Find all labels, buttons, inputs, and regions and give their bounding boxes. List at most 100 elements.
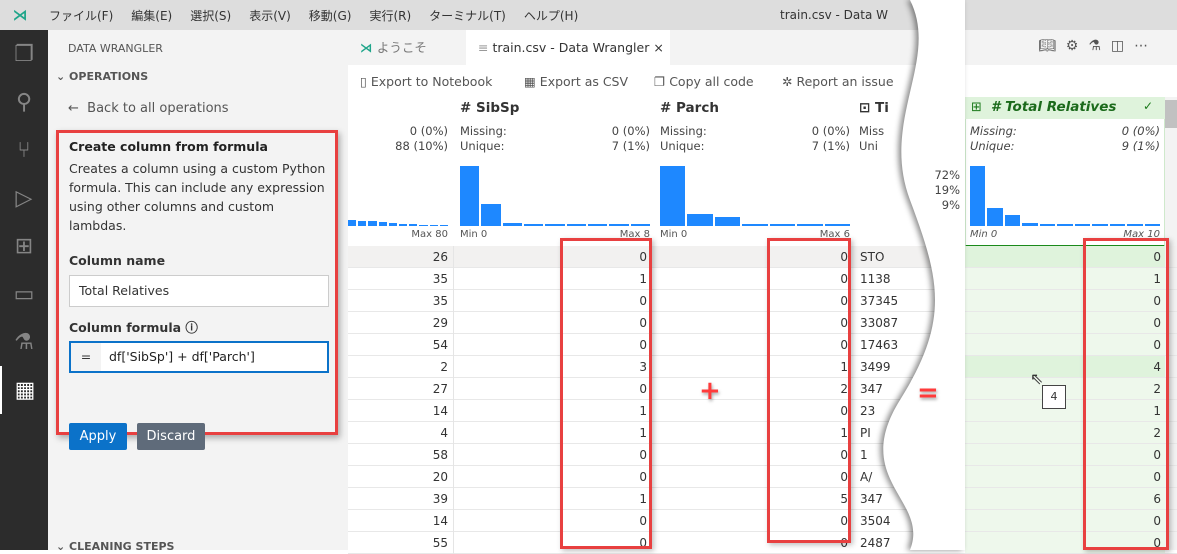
sibsp-cell[interactable]: 0 — [639, 382, 647, 396]
sibsp-hist-bar[interactable] — [609, 224, 629, 226]
sibsp-hist-bar[interactable] — [481, 204, 501, 226]
table-row[interactable]: 58 0 0 1 0 — [348, 444, 1177, 466]
age-hist-bar[interactable] — [388, 223, 398, 226]
ticket-cell[interactable]: 33087 — [860, 316, 899, 330]
parch-cell[interactable]: 0 — [840, 294, 848, 308]
gear-icon[interactable]: ⚙ — [1065, 38, 1089, 54]
data-wrangler-icon[interactable]: ▦ — [0, 366, 48, 414]
parch-cell[interactable]: 0 — [840, 338, 848, 352]
ticket-cell[interactable]: 3499 — [860, 360, 891, 374]
sibsp-cell[interactable]: 1 — [639, 272, 647, 286]
total-hist-bar[interactable] — [1057, 224, 1073, 226]
total-relatives-header[interactable]: ⊞ # Total Relatives ✓ — [965, 97, 1165, 119]
total-cell[interactable]: 6 — [1153, 492, 1161, 506]
column-name-input[interactable]: Total Relatives — [69, 275, 329, 307]
ticket-cell[interactable]: 1 — [860, 448, 868, 462]
help-icon[interactable]: ⓘ — [185, 320, 198, 335]
total-hist-bar[interactable] — [987, 208, 1003, 226]
total-cell[interactable]: 0 — [1153, 250, 1161, 264]
total-cell[interactable]: 4 — [1153, 360, 1161, 374]
age-cell[interactable]: 35 — [432, 294, 448, 308]
ticket-cell[interactable]: 1138 — [860, 272, 891, 286]
parch-header[interactable]: # Parch — [660, 100, 719, 116]
sibsp-hist-bar[interactable] — [566, 224, 586, 226]
flask-icon[interactable]: ⚗ — [1088, 38, 1111, 54]
sibsp-cell[interactable]: 0 — [639, 316, 647, 330]
parch-cell[interactable]: 5 — [840, 492, 848, 506]
ticket-cell[interactable]: 23 — [860, 404, 876, 418]
export-csv-button[interactable]: ▦ Export as CSV — [524, 74, 629, 89]
extensions-icon[interactable]: ⊞ — [14, 233, 34, 259]
column-formula-input[interactable]: = df['SibSp'] + df['Parch'] — [69, 341, 329, 373]
age-cell[interactable]: 14 — [432, 514, 448, 528]
age-hist-bar[interactable] — [419, 225, 428, 226]
ticket-cell[interactable]: STO — [860, 250, 885, 264]
back-to-operations-link[interactable]: ← Back to all operations — [68, 101, 229, 116]
parch-hist-bar[interactable] — [742, 224, 768, 226]
table-row[interactable]: 35 0 0 37345 0 — [348, 290, 1177, 312]
export-notebook-button[interactable]: ▯ Export to Notebook — [360, 74, 493, 89]
table-row[interactable]: 55 0 0 2487 0 — [348, 532, 1177, 554]
total-hist-bar[interactable] — [1127, 224, 1143, 226]
total-hist-bar[interactable] — [1022, 223, 1038, 226]
tab-welcome[interactable]: ⋊ ようこそ — [360, 40, 427, 55]
menu-terminal[interactable]: ターミナル(T) — [429, 8, 506, 23]
explorer-icon[interactable]: ❐ — [14, 41, 34, 67]
sibsp-cell[interactable]: 3 — [639, 360, 647, 374]
parch-hist-bar[interactable] — [714, 217, 741, 226]
age-hist-bar[interactable] — [409, 224, 418, 226]
age-cell[interactable]: 29 — [432, 316, 448, 330]
parch-cell[interactable]: 0 — [840, 470, 848, 484]
sibsp-hist-bar[interactable] — [523, 224, 544, 226]
report-issue-button[interactable]: ✲ Report an issue — [782, 74, 894, 89]
cleaning-steps-section[interactable]: ⌄ CLEANING STEPS — [56, 540, 174, 553]
age-cell[interactable]: 26 — [432, 250, 448, 264]
total-hist-bar[interactable] — [1109, 224, 1126, 226]
ticket-cell[interactable]: 3504 — [860, 514, 891, 528]
ticket-cell[interactable]: 347 — [860, 492, 883, 506]
total-hist-bar[interactable] — [1092, 224, 1108, 226]
sibsp-cell[interactable]: 0 — [639, 448, 647, 462]
table-row[interactable]: 20 0 0 A/0 — [348, 466, 1177, 488]
age-hist-bar[interactable] — [429, 225, 438, 226]
age-hist-bar[interactable] — [368, 221, 377, 226]
sibsp-hist-bar[interactable] — [460, 166, 480, 226]
sibsp-cell[interactable]: 0 — [639, 338, 647, 352]
ticket-cell[interactable]: 37345 — [860, 294, 899, 308]
total-cell[interactable]: 0 — [1153, 448, 1161, 462]
sibsp-header[interactable]: # SibSp — [460, 100, 520, 116]
source-control-icon[interactable]: ⑂ — [17, 137, 31, 163]
parch-cell[interactable]: 0 — [840, 250, 848, 264]
total-cell[interactable]: 2 — [1153, 382, 1161, 396]
ticket-cell[interactable]: 347 — [860, 382, 883, 396]
parch-hist-bar[interactable] — [824, 224, 850, 226]
sibsp-cell[interactable]: 0 — [639, 514, 647, 528]
search-icon[interactable]: ⚲ — [15, 89, 33, 115]
parch-cell[interactable]: 2 — [840, 382, 848, 396]
table-row[interactable]: 29 0 0 33087 0 — [348, 312, 1177, 334]
total-hist-bar[interactable] — [1144, 224, 1160, 226]
tab-data-wrangler[interactable]: ≡ train.csv - Data Wrangler × — [466, 30, 670, 65]
discard-button[interactable]: Discard — [137, 423, 205, 450]
sibsp-cell[interactable]: 1 — [639, 426, 647, 440]
table-row[interactable]: 39 1 5 347 6 — [348, 488, 1177, 510]
table-row[interactable]: 26 0 0 STO 0 — [348, 246, 1177, 268]
total-cell[interactable]: 0 — [1153, 294, 1161, 308]
sibsp-hist-bar[interactable] — [545, 224, 565, 226]
age-cell[interactable]: 4 — [440, 426, 448, 440]
operations-section[interactable]: ⌄ OPERATIONS — [56, 70, 148, 83]
table-row[interactable]: 54 0 0 17463 0 — [348, 334, 1177, 356]
parch-cell[interactable]: 0 — [840, 448, 848, 462]
age-cell[interactable]: 27 — [432, 382, 448, 396]
close-icon[interactable]: × — [653, 40, 664, 55]
menu-help[interactable]: ヘルプ(H) — [523, 8, 579, 23]
total-hist-bar[interactable] — [970, 166, 986, 226]
age-hist-bar[interactable] — [348, 220, 357, 226]
menu-file[interactable]: ファイル(F) — [49, 8, 114, 23]
sibsp-cell[interactable]: 1 — [639, 404, 647, 418]
apply-button[interactable]: Apply — [69, 423, 127, 450]
ticket-cell[interactable]: A/ — [860, 470, 873, 484]
total-hist-bar[interactable] — [1004, 215, 1021, 226]
split-editor-icon[interactable]: ◫ — [1110, 38, 1135, 54]
table-row[interactable]: 4 1 1 PI 2 — [348, 422, 1177, 444]
